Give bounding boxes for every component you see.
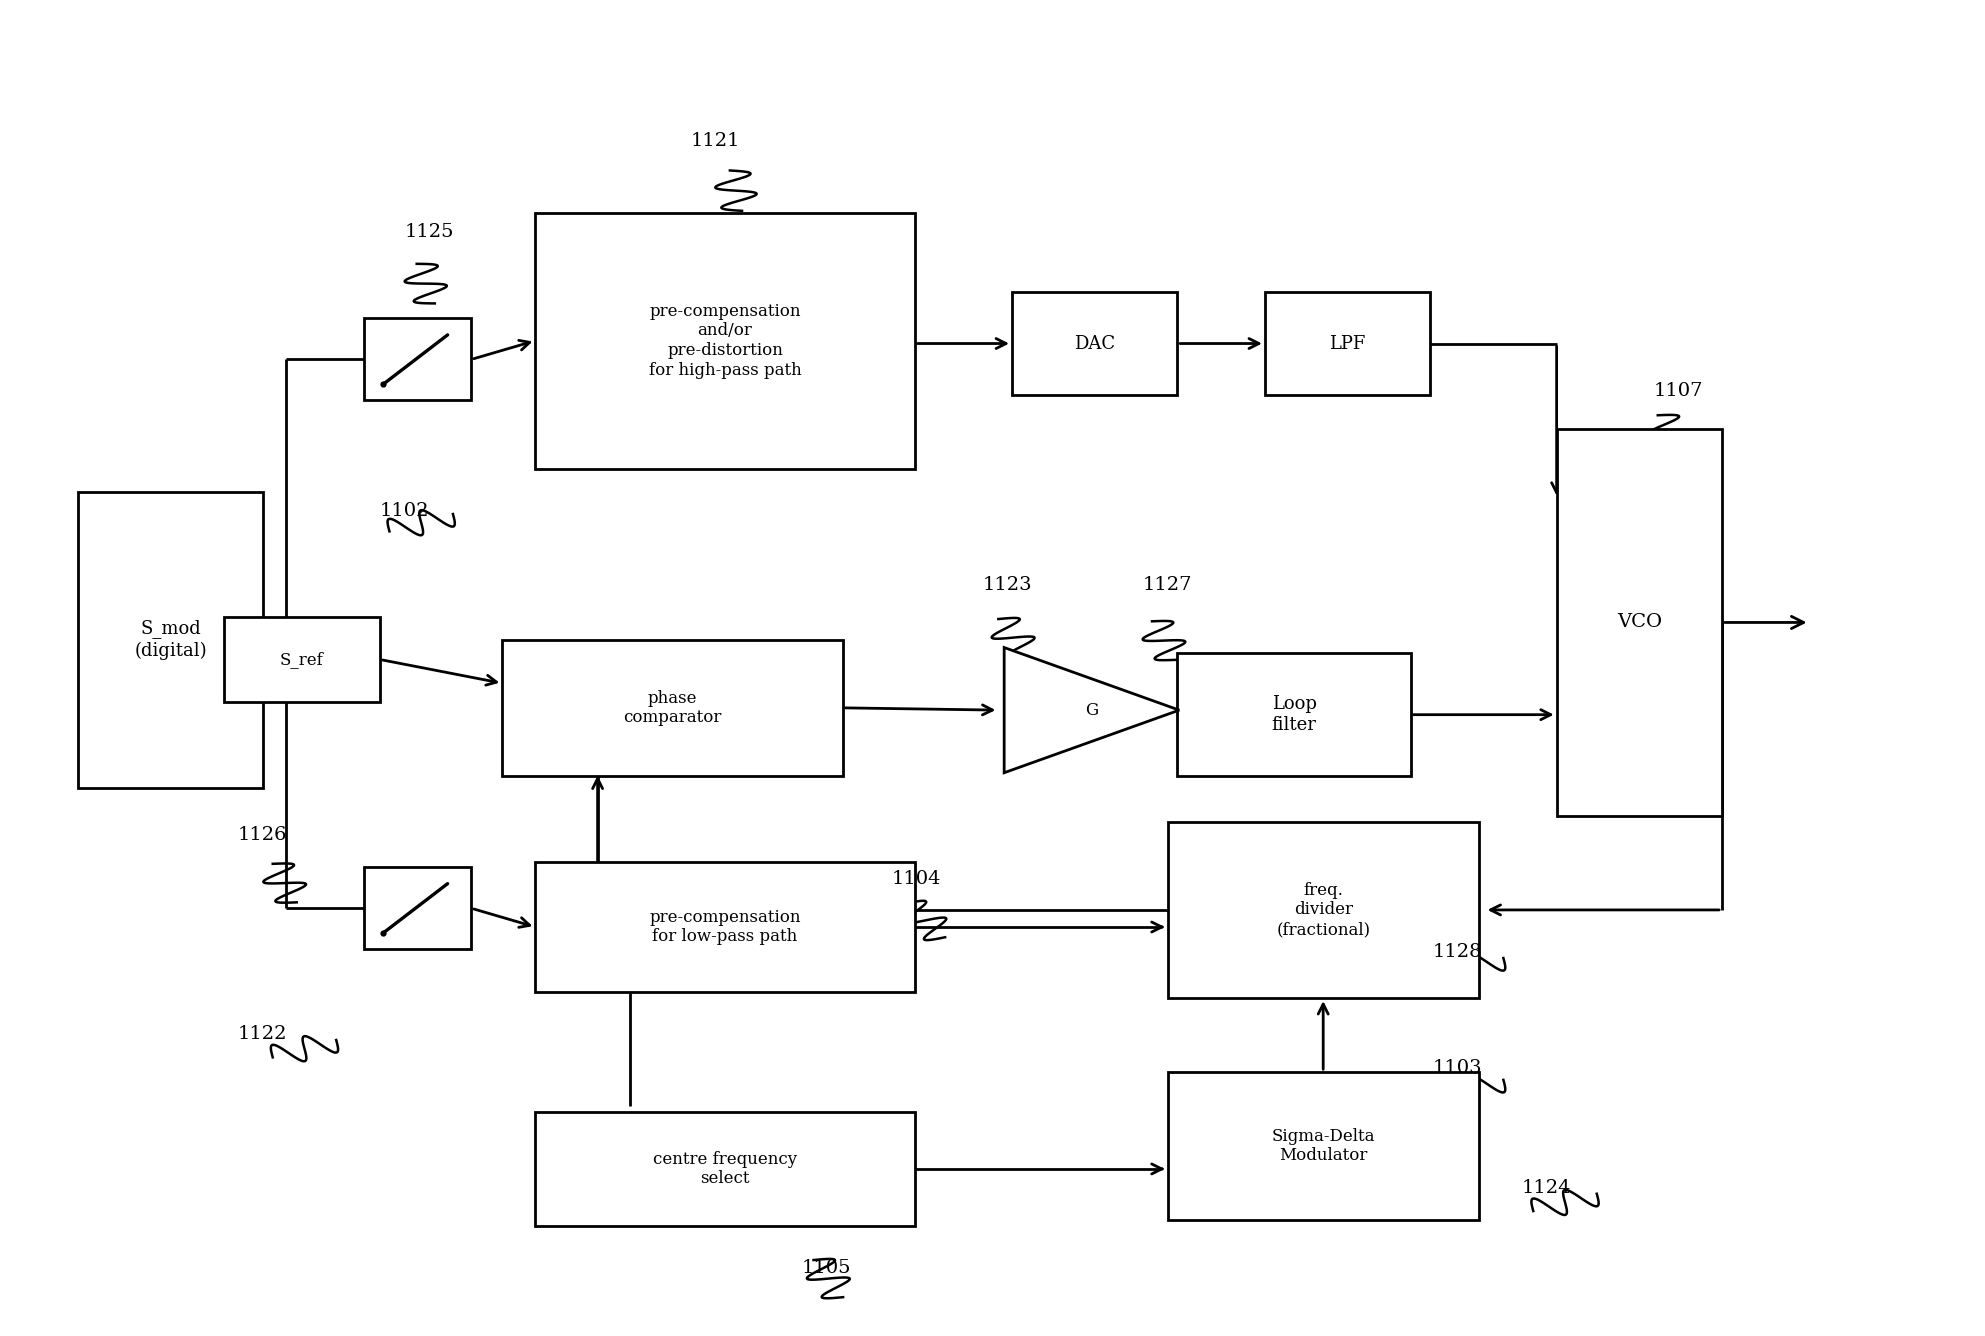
Text: phase
comparator: phase comparator	[623, 689, 723, 727]
Text: centre frequency
select: centre frequency select	[653, 1150, 798, 1188]
Text: 1126: 1126	[238, 827, 288, 844]
Text: 1103: 1103	[1431, 1058, 1481, 1077]
FancyBboxPatch shape	[536, 212, 915, 469]
Text: 1122: 1122	[238, 1025, 288, 1042]
Text: 1121: 1121	[691, 132, 740, 150]
FancyBboxPatch shape	[1167, 822, 1479, 998]
Text: 1123: 1123	[983, 576, 1032, 595]
Text: LPF: LPF	[1330, 334, 1366, 353]
Text: freq.
divider
(fractional): freq. divider (fractional)	[1276, 882, 1370, 938]
FancyBboxPatch shape	[536, 862, 915, 993]
FancyBboxPatch shape	[1012, 293, 1177, 394]
Text: 1102: 1102	[379, 502, 429, 520]
Text: DAC: DAC	[1074, 334, 1116, 353]
FancyBboxPatch shape	[1177, 653, 1411, 776]
FancyBboxPatch shape	[363, 318, 470, 401]
Text: pre-compensation
and/or
pre-distortion
for high-pass path: pre-compensation and/or pre-distortion f…	[649, 303, 802, 378]
FancyBboxPatch shape	[1556, 429, 1723, 816]
FancyBboxPatch shape	[77, 492, 262, 787]
Text: VCO: VCO	[1616, 613, 1661, 632]
Text: 1107: 1107	[1654, 382, 1703, 401]
Text: pre-compensation
for low-pass path: pre-compensation for low-pass path	[649, 908, 800, 946]
Text: 1124: 1124	[1522, 1180, 1570, 1197]
FancyBboxPatch shape	[502, 640, 844, 776]
FancyBboxPatch shape	[1167, 1073, 1479, 1220]
Text: 1127: 1127	[1141, 576, 1191, 595]
Text: G: G	[1086, 701, 1098, 719]
FancyBboxPatch shape	[363, 867, 470, 949]
Text: S_mod
(digital): S_mod (digital)	[135, 620, 206, 660]
Text: Sigma-Delta
Modulator: Sigma-Delta Modulator	[1272, 1128, 1376, 1165]
Text: 1125: 1125	[405, 223, 455, 240]
Text: Loop
filter: Loop filter	[1272, 695, 1316, 733]
Text: 1105: 1105	[802, 1259, 852, 1277]
FancyBboxPatch shape	[224, 617, 379, 703]
FancyBboxPatch shape	[1264, 293, 1429, 394]
Text: S_ref: S_ref	[280, 651, 324, 668]
Polygon shape	[1004, 648, 1179, 772]
FancyBboxPatch shape	[536, 1112, 915, 1226]
Text: 1128: 1128	[1431, 943, 1481, 961]
Text: 1104: 1104	[891, 870, 941, 887]
